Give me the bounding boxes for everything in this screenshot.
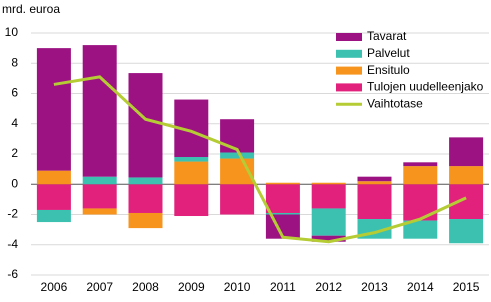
legend-swatch xyxy=(336,83,362,92)
legend-swatch xyxy=(336,49,362,58)
bar-segment xyxy=(128,212,163,229)
y-tick-label: 6 xyxy=(11,86,18,100)
bar-segment xyxy=(36,48,71,171)
legend-swatch xyxy=(336,66,362,75)
bar-segment xyxy=(311,235,346,242)
legend-label: Tavarat xyxy=(367,29,407,43)
bar-segment xyxy=(82,45,117,177)
y-tick-label: 10 xyxy=(5,25,19,39)
bar-segment xyxy=(357,181,392,185)
bar-segment xyxy=(128,73,163,178)
bar-segment xyxy=(449,219,484,244)
bar-segment xyxy=(128,184,163,213)
x-tick-label: 2012 xyxy=(315,280,342,294)
bar-segment xyxy=(311,208,346,236)
bar-segment xyxy=(311,184,346,209)
y-tick-label: 0 xyxy=(11,176,18,190)
x-tick-label: 2010 xyxy=(224,280,251,294)
bar-segment xyxy=(265,184,300,213)
y-tick-label: 4 xyxy=(11,116,18,130)
line xyxy=(53,75,467,244)
y-tick-label: -6 xyxy=(7,267,18,281)
x-tick-label: 2013 xyxy=(361,280,388,294)
bar-segment xyxy=(174,161,209,185)
bar-segment xyxy=(36,184,71,210)
bar-segment xyxy=(36,170,71,185)
legend-swatch xyxy=(336,33,362,41)
bar-segment xyxy=(174,184,209,217)
x-tick-label: 2007 xyxy=(86,280,113,294)
legend-label: Tulojen uudelleenjako xyxy=(367,80,484,94)
legend-label: Vaihtotase xyxy=(367,96,423,110)
bar-segment xyxy=(449,137,484,167)
bar-segment xyxy=(265,212,300,215)
bar-segment xyxy=(265,182,300,185)
y-axis-label: mrd. euroa xyxy=(2,2,60,16)
bar-segment xyxy=(403,220,438,239)
bar-segment xyxy=(449,184,484,220)
bar-segment xyxy=(82,176,117,185)
bar-segment xyxy=(403,166,438,185)
x-tick-label: 2011 xyxy=(270,280,296,294)
bar-segment xyxy=(220,119,255,153)
x-tick-label: 2008 xyxy=(132,280,159,294)
bar-segment xyxy=(220,184,255,215)
x-tick-label: 2009 xyxy=(178,280,205,294)
bar-segment xyxy=(36,209,71,223)
y-tick-label: -4 xyxy=(7,237,18,251)
bar-segment xyxy=(403,162,438,167)
y-tick-label: -2 xyxy=(7,207,18,221)
bar-segment xyxy=(174,157,209,162)
bar-segment xyxy=(220,152,255,159)
bar-segment xyxy=(449,166,484,185)
bar-segment xyxy=(82,184,117,209)
bar-segment xyxy=(357,176,392,182)
x-tick-label: 2015 xyxy=(453,280,480,294)
bar-segment xyxy=(357,184,392,220)
bar-segment xyxy=(311,182,346,185)
legend-label: Ensitulo xyxy=(367,63,410,77)
x-tick-label: 2006 xyxy=(41,280,68,294)
bar-segment xyxy=(128,177,163,185)
y-tick-label: 2 xyxy=(11,146,18,160)
y-tick-label: 8 xyxy=(11,55,18,69)
legend-label: Palvelut xyxy=(367,46,410,60)
bar-segment xyxy=(82,208,117,215)
x-tick-label: 2014 xyxy=(407,280,434,294)
